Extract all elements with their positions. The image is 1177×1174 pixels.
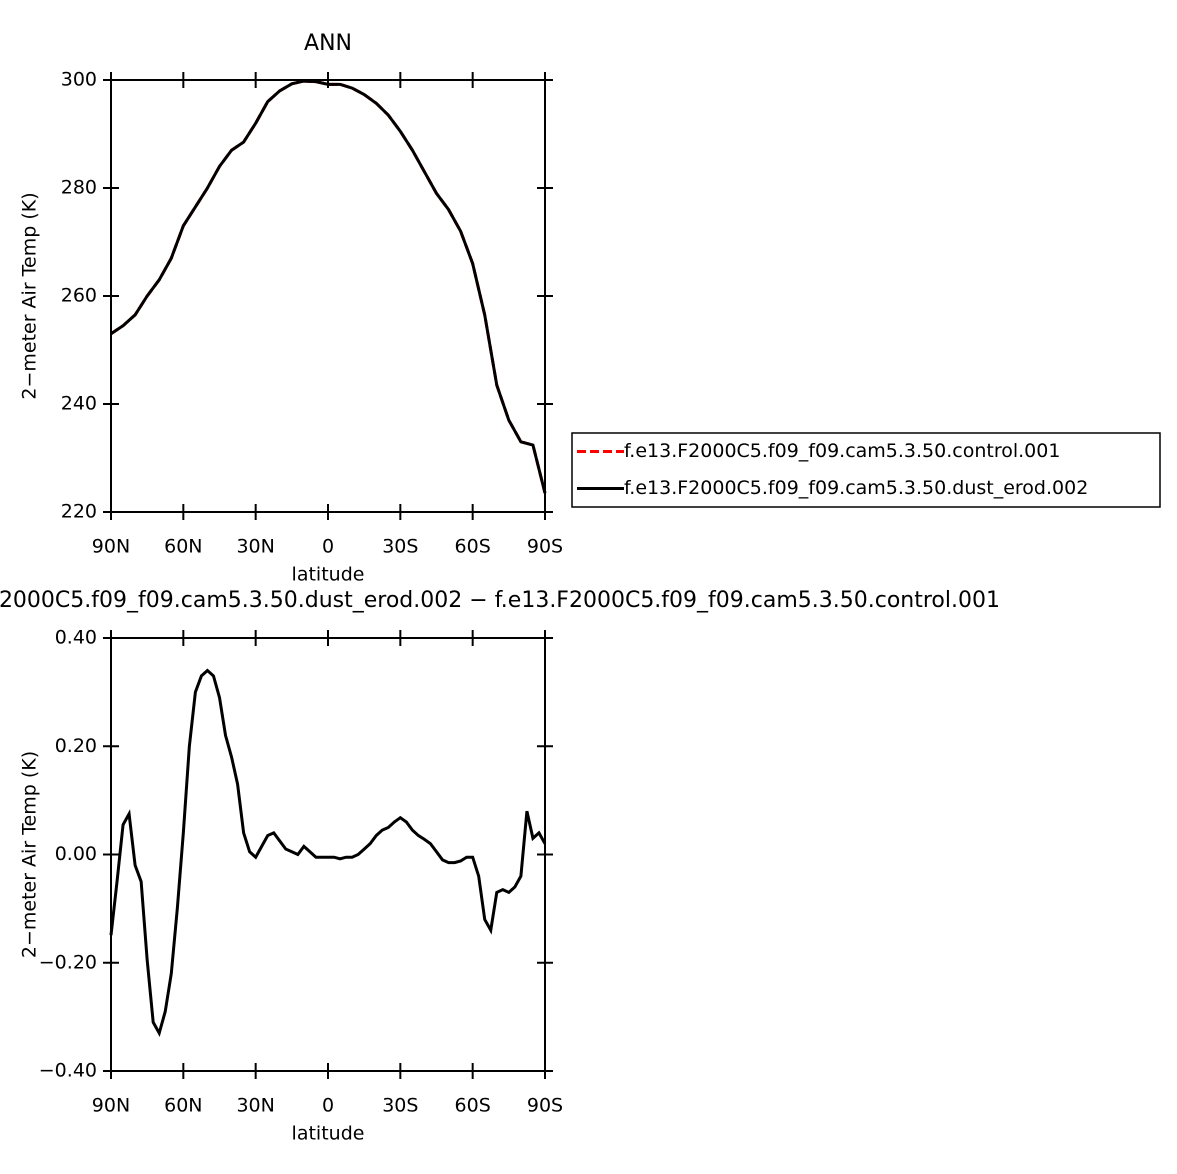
x-tick-label: 0 bbox=[322, 536, 334, 558]
plot-area bbox=[111, 80, 545, 512]
legend-label: f.e13.F2000C5.f09_f09.cam5.3.50.control.… bbox=[624, 440, 1060, 462]
x-tick-label: 90N bbox=[92, 536, 130, 558]
y-tick-label: 280 bbox=[61, 177, 97, 199]
x-tick-label: 0 bbox=[322, 1095, 334, 1117]
data-line bbox=[109, 668, 547, 1038]
legend-box bbox=[571, 432, 1161, 508]
x-tick-label: 90N bbox=[92, 1095, 130, 1117]
chart-title: ANN bbox=[304, 31, 352, 56]
y-tick-label: 0.00 bbox=[55, 843, 97, 865]
y-axis-label: 2−meter Air Temp (K) bbox=[19, 751, 41, 958]
y-tick-label: 220 bbox=[61, 501, 97, 523]
y-tick-label: −0.20 bbox=[39, 951, 97, 973]
plot-area bbox=[111, 638, 545, 1071]
x-tick-label: 30N bbox=[236, 536, 274, 558]
x-tick-label: 60N bbox=[164, 536, 202, 558]
y-tick-label: −0.40 bbox=[39, 1060, 97, 1082]
chart-title: f.e13.F2000C5.f09_f09.cam5.3.50.dust_ero… bbox=[0, 588, 1000, 613]
y-tick-label: 260 bbox=[61, 285, 97, 307]
y-tick-label: 240 bbox=[61, 393, 97, 415]
x-tick-label: 60S bbox=[455, 536, 491, 558]
y-axis-label: 2−meter Air Temp (K) bbox=[19, 192, 41, 399]
x-axis-label: latitude bbox=[292, 1123, 365, 1145]
x-tick-label: 90S bbox=[527, 1095, 563, 1117]
x-tick-label: 60N bbox=[164, 1095, 202, 1117]
x-axis-label: latitude bbox=[292, 564, 365, 586]
y-tick-label: 300 bbox=[61, 69, 97, 91]
x-tick-label: 60S bbox=[455, 1095, 491, 1117]
y-tick-label: 0.20 bbox=[55, 735, 97, 757]
legend-label: f.e13.F2000C5.f09_f09.cam5.3.50.dust_ero… bbox=[624, 477, 1088, 499]
x-tick-label: 90S bbox=[527, 536, 563, 558]
y-tick-label: 0.40 bbox=[55, 627, 97, 649]
x-tick-label: 30N bbox=[236, 1095, 274, 1117]
x-tick-label: 30S bbox=[382, 1095, 418, 1117]
x-tick-label: 30S bbox=[382, 536, 418, 558]
